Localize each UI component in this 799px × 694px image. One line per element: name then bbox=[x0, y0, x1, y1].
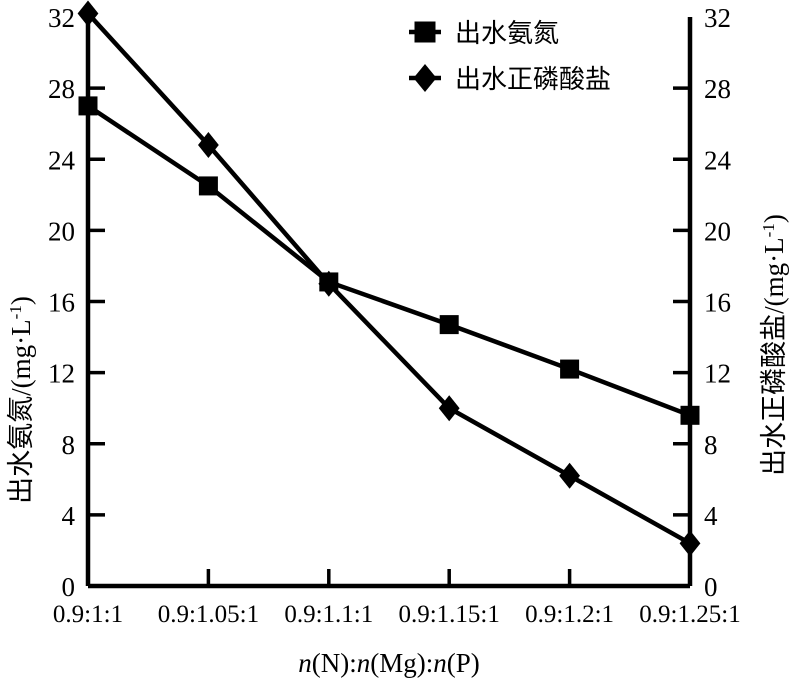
right-axis-title: 出水正磷酸盐/(mg·L-1) bbox=[759, 214, 789, 476]
left-tick-label: 4 bbox=[62, 501, 76, 531]
legend-label: 出水氨氮 bbox=[455, 19, 559, 49]
left-tick-label: 16 bbox=[48, 288, 75, 318]
bottom-tick-label: 0.9:1.1:1 bbox=[284, 601, 373, 628]
diamond-marker-icon bbox=[413, 64, 437, 92]
right-axis-tick-labels: 0 4 8 12 16 20 24 28 32 bbox=[704, 3, 732, 602]
svg-text:出水正磷酸盐/(mg·L-1): 出水正磷酸盐/(mg·L-1) bbox=[759, 214, 789, 476]
square-marker-icon bbox=[680, 405, 700, 425]
series-2 bbox=[77, 0, 701, 557]
diamond-marker-icon bbox=[559, 462, 580, 489]
svg-text:出水氨氮/(mg·L-1): 出水氨氮/(mg·L-1) bbox=[6, 296, 36, 504]
left-tick-label: 24 bbox=[48, 145, 76, 175]
bottom-tick-label: 0.9:1.15:1 bbox=[398, 601, 499, 628]
right-tick-label: 4 bbox=[704, 501, 718, 531]
right-tick-label: 24 bbox=[704, 145, 732, 175]
left-tick-label: 0 bbox=[62, 572, 76, 602]
square-marker-icon bbox=[439, 315, 459, 335]
left-tick-label: 20 bbox=[48, 216, 75, 246]
bottom-tick-label: 0.9:1:1 bbox=[53, 601, 123, 628]
diamond-marker-icon bbox=[318, 270, 340, 297]
right-axis-ticks bbox=[673, 86, 690, 517]
diamond-marker-icon bbox=[679, 530, 701, 557]
right-tick-label: 0 bbox=[704, 572, 718, 602]
left-axis-title: 出水氨氮/(mg·L-1) bbox=[6, 296, 36, 504]
square-marker-icon bbox=[414, 21, 436, 43]
svg-text:n(N):n(Mg):n(P): n(N):n(Mg):n(P) bbox=[298, 648, 480, 678]
right-tick-label: 28 bbox=[704, 74, 731, 104]
left-tick-label: 28 bbox=[48, 74, 75, 104]
right-tick-label: 12 bbox=[704, 359, 731, 389]
left-tick-label: 32 bbox=[48, 3, 75, 33]
bottom-axis-title: n(N):n(Mg):n(P) bbox=[298, 648, 480, 678]
left-axis-tick-labels: 0 4 8 12 16 20 24 28 32 bbox=[48, 3, 76, 602]
left-tick-label: 8 bbox=[62, 430, 76, 460]
right-tick-label: 16 bbox=[704, 288, 731, 318]
diamond-marker-icon bbox=[198, 132, 219, 159]
right-tick-label: 32 bbox=[704, 3, 731, 33]
square-marker-icon bbox=[198, 176, 218, 196]
square-marker-icon bbox=[78, 96, 98, 116]
left-tick-label: 12 bbox=[48, 359, 75, 389]
bottom-tick-label: 0.9:1.2:1 bbox=[525, 601, 614, 628]
right-tick-label: 20 bbox=[704, 216, 731, 246]
bottom-axis-tick-labels: 0.9:1:1 0.9:1.05:1 0.9:1.1:1 0.9:1.15:1 0.9:… bbox=[53, 601, 741, 628]
left-axis-ticks bbox=[88, 86, 105, 517]
legend-label: 出水正磷酸盐 bbox=[455, 65, 611, 95]
data-series-layer bbox=[77, 0, 701, 557]
series-line bbox=[86, 11, 692, 546]
series-line bbox=[86, 104, 691, 418]
bottom-tick-label: 0.9:1.25:1 bbox=[639, 601, 740, 628]
bottom-axis-ticks bbox=[206, 569, 572, 586]
diamond-marker-icon bbox=[438, 395, 460, 422]
bottom-tick-label: 0.9:1.05:1 bbox=[158, 601, 259, 628]
series-1 bbox=[78, 96, 700, 425]
right-tick-label: 8 bbox=[704, 430, 718, 460]
square-marker-icon bbox=[560, 359, 580, 379]
diamond-marker-icon bbox=[77, 0, 99, 27]
